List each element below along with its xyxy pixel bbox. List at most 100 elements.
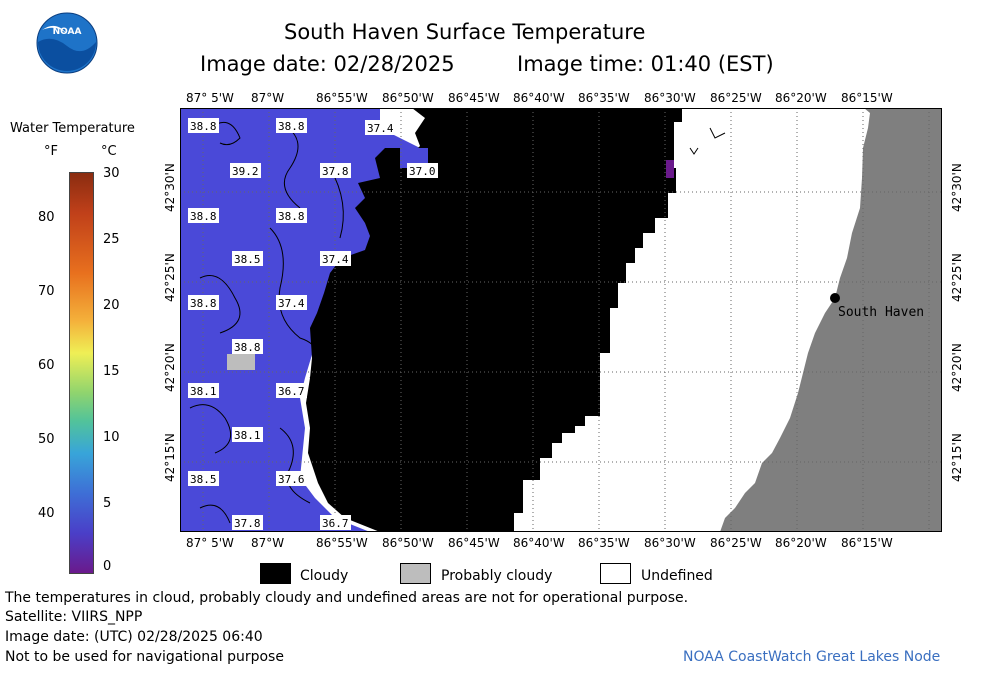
colorbar-c-tick: 10 (103, 430, 120, 445)
map-title: South Haven Surface Temperature (284, 20, 646, 44)
temp-label-text: 37.4 (367, 122, 394, 135)
temp-label: 38.8 (188, 295, 219, 310)
lon-label: 86°20'W (775, 91, 827, 105)
colorbar-f-tick: 50 (38, 432, 55, 447)
land-area (720, 108, 942, 532)
colorbar-c-tick: 0 (103, 559, 112, 574)
lon-label: 86°40'W (513, 536, 565, 550)
lon-label: 87°W (251, 91, 285, 105)
legend-cloudy-swatch (260, 563, 291, 584)
temp-label: 38.8 (188, 208, 219, 223)
lat-label-right: 42°20'N (950, 343, 964, 392)
lon-label: 86°20'W (775, 536, 827, 550)
lon-label: 86°25'W (710, 536, 762, 550)
temp-label: 37.6 (276, 471, 307, 486)
svg-text:NOAA: NOAA (53, 27, 82, 37)
lat-label-left: 42°25'N (163, 253, 177, 302)
lat-label-left: 42°20'N (163, 343, 177, 392)
contour-line (199, 504, 231, 524)
lat-label-left: 42°30'N (163, 163, 177, 212)
temp-label: 38.1 (188, 383, 219, 398)
satellite-info: Satellite: VIIRS_NPP (5, 609, 143, 625)
colorbar-c-tick: 15 (103, 364, 120, 379)
temp-label-text: 36.7 (278, 385, 305, 398)
temp-label-text: 38.8 (234, 341, 261, 354)
contour-line (279, 427, 311, 504)
contour-line (279, 122, 301, 209)
lat-label-left: 42°15'N (163, 433, 177, 482)
contour-line (199, 275, 241, 334)
temp-label: 37.4 (276, 295, 307, 310)
colorbar-unit-f: °F (44, 144, 58, 159)
temp-label: 38.5 (188, 471, 219, 486)
temp-label-text: 38.8 (190, 297, 217, 310)
temp-label: 38.1 (232, 427, 263, 442)
lon-label: 86°25'W (710, 91, 762, 105)
legend-probably-cloudy-label: Probably cloudy (441, 568, 553, 584)
lon-label: 86°55'W (316, 91, 368, 105)
temp-label-text: 38.5 (190, 473, 217, 486)
lon-label: 86°30'W (644, 536, 696, 550)
lon-label: 86°40'W (513, 91, 565, 105)
contour-line (269, 227, 319, 379)
temp-label-text: 37.8 (322, 165, 349, 178)
temp-label-text: 37.4 (322, 253, 349, 266)
lon-label: 86°15'W (841, 536, 893, 550)
map-border (180, 108, 942, 532)
legend-undefined-swatch (600, 563, 631, 584)
disclaimer: The temperatures in cloud, probably clou… (5, 590, 689, 606)
south-haven-marker (830, 293, 840, 303)
colorbar-f-tick: 60 (38, 358, 55, 373)
temp-label: 39.2 (230, 163, 261, 178)
temp-label-text: 37.6 (278, 473, 305, 486)
contour-line (189, 404, 232, 454)
lon-label: 86°45'W (448, 536, 500, 550)
colorbar-c-tick: 30 (103, 166, 120, 181)
colorbar-unit-c: °C (101, 144, 117, 159)
temperature-map: 38.8 38.8 37.4 39.2 37.8 37.0 38.8 38.8 38.5 37.4… (180, 108, 942, 532)
lon-label: 86°35'W (578, 536, 630, 550)
colorbar-title: Water Temperature (10, 121, 135, 136)
temp-label: 37.8 (320, 163, 351, 178)
image-date: Image date: 02/28/2025 (200, 52, 455, 76)
colorbar-f-tick: 70 (38, 284, 55, 299)
temp-label-text: 37.8 (234, 517, 261, 530)
temp-label-text: 38.5 (234, 253, 261, 266)
utc-date: Image date: (UTC) 02/28/2025 06:40 (5, 629, 263, 645)
colorbar-c-tick: 5 (103, 496, 112, 511)
cloud-gap (348, 146, 366, 174)
legend-cloudy-label: Cloudy (300, 568, 349, 584)
lon-label: 86°30'W (644, 91, 696, 105)
credit: NOAA CoastWatch Great Lakes Node (683, 649, 941, 665)
colorbar (69, 172, 94, 574)
lon-label: 87° 5'W (186, 91, 234, 105)
temp-label-text: 38.1 (190, 385, 217, 398)
lon-label: 86°55'W (316, 536, 368, 550)
lon-label: 87° 5'W (186, 536, 234, 550)
lon-label: 87°W (251, 536, 285, 550)
temp-label-text: 38.8 (190, 210, 217, 223)
warm-pixel (666, 160, 674, 178)
temperature-contours (189, 121, 344, 524)
contour-line (209, 121, 241, 146)
lat-label-right: 42°30'N (950, 163, 964, 212)
lon-label: 86°50'W (382, 536, 434, 550)
temp-labels: 38.8 38.8 37.4 39.2 37.8 37.0 38.8 38.8 38.5 37.4… (188, 118, 438, 530)
temp-label: 38.8 (276, 118, 307, 133)
image-time: Image time: 01:40 (EST) (517, 52, 774, 76)
temp-label-text: 39.2 (232, 165, 259, 178)
undefined-marks (689, 127, 726, 155)
temp-label: 37.8 (232, 515, 263, 530)
cloud-area (306, 108, 682, 532)
temp-label: 38.8 (232, 339, 263, 354)
temp-label-text: 38.8 (278, 210, 305, 223)
temp-label-text: 38.8 (190, 120, 217, 133)
map-grid (180, 108, 942, 532)
temp-label: 37.4 (365, 120, 396, 135)
temp-label-text: 36.7 (322, 517, 349, 530)
lat-label-right: 42°25'N (950, 253, 964, 302)
temp-label: 36.7 (276, 383, 307, 398)
temp-label: 37.0 (407, 163, 438, 178)
legend-probably-cloudy-swatch (400, 563, 431, 584)
colorbar-c-tick: 20 (103, 298, 120, 313)
